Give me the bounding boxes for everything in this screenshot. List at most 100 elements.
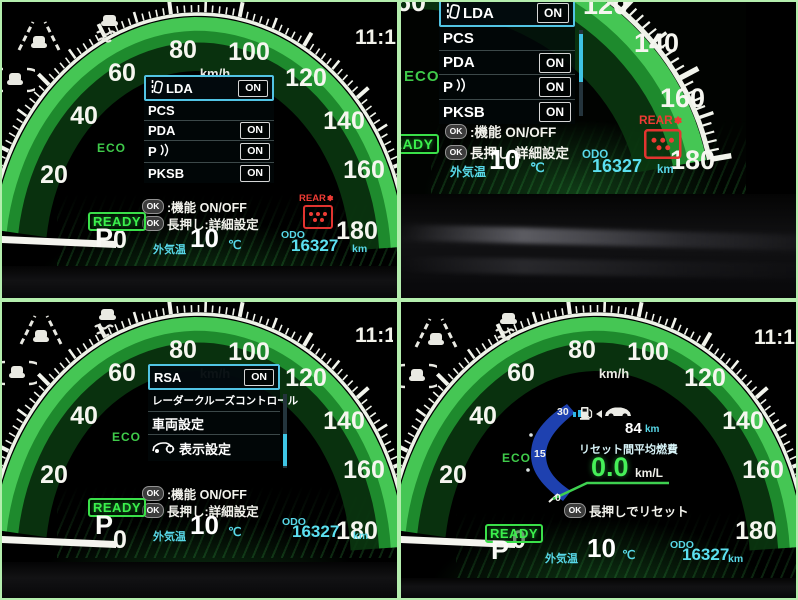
menu-item-rsa[interactable]: RSA ON (148, 364, 280, 390)
on-toggle[interactable]: ON (240, 164, 270, 182)
gauge-tick (12, 125, 20, 131)
menu-item-vehicle-settings[interactable]: 車両設定 (148, 412, 280, 435)
cluster-view-assist-menu: 0 20 40 60 80 100 120 140 160 180 km/h 11:1 ECO LD… (2, 2, 397, 298)
menu-item-pksb[interactable]: PKSB ON (439, 100, 575, 124)
gauge-tick (5, 139, 13, 145)
gauge-tick (82, 42, 88, 50)
speed-scale-label: 160 (742, 456, 784, 484)
gauge-tick (772, 419, 780, 425)
gauge-tick (76, 347, 82, 355)
gauge-tick (768, 412, 776, 418)
on-toggle[interactable]: ON (539, 77, 571, 97)
gauge-tick (707, 139, 717, 144)
gauge-tick (351, 86, 359, 93)
gauge-tick (258, 315, 263, 324)
gauge-tick (12, 425, 20, 431)
menu-item-parking-sensor[interactable]: P ON (144, 141, 274, 163)
on-toggle[interactable]: ON (240, 122, 270, 139)
menu-item-label: PKSB (443, 103, 485, 121)
gauge-tick (278, 324, 283, 332)
speed-scale-label: 100 (627, 338, 669, 366)
gauge-tick (302, 31, 314, 47)
gauge-tick (64, 357, 71, 364)
menu-item-pksb[interactable]: PKSB ON (144, 163, 274, 183)
scrollbar-thumb[interactable] (579, 34, 583, 82)
gauge-tick (695, 104, 706, 111)
menu-item-parking-sensor[interactable]: P ON (439, 75, 575, 100)
on-toggle[interactable]: ON (240, 143, 270, 160)
odo-label: ODO (670, 539, 694, 551)
gauge-tick (53, 367, 60, 375)
avg-fuel-unit: km/L (635, 466, 664, 480)
gauge-tick (620, 2, 634, 12)
menu-item-pcs[interactable]: PCS (439, 27, 575, 51)
gauge-tick (390, 155, 397, 161)
gauge-tick (320, 352, 327, 360)
gauge-tick (361, 398, 368, 405)
display-area: 60 120 140 160 180 ECO LDA ON PCS PDA ON (401, 2, 746, 195)
speed-scale-label: 180 (336, 217, 378, 245)
menu-item-label: LDA (463, 4, 494, 22)
speed-scale-label: 160 (343, 156, 385, 184)
gauge-tick (141, 313, 145, 321)
cluster-view-eco-display: 0 20 40 60 80 100 120 140 160 180 km/h 11:1 ECO 30… (401, 302, 796, 598)
odo-value: 16327 (682, 545, 730, 564)
ready-indicator: READY (88, 212, 147, 231)
scrollbar-thumb[interactable] (283, 434, 287, 466)
gauge-tick (67, 348, 77, 360)
on-toggle[interactable]: ON (537, 3, 569, 23)
menu-item-lda[interactable]: LDA ON (144, 75, 274, 101)
gauge-tick (265, 318, 270, 326)
gauge-tick (641, 21, 651, 29)
menu-scrollbar[interactable] (579, 30, 583, 116)
odo-unit: km (352, 243, 368, 255)
gauge-tick (355, 386, 370, 400)
gauge-tick (786, 448, 794, 453)
hint-longpress: OK 長押し:詳細設定 (142, 214, 259, 233)
eco-needle-line (552, 481, 669, 501)
menu-item-lda[interactable]: LDA ON (439, 2, 575, 27)
menu-item-pcs[interactable]: PCS (144, 101, 274, 121)
hint-function: OK:機能 ON/OFF (142, 197, 247, 216)
gauge-tick (127, 18, 132, 26)
speed-scale-label: 120 (684, 364, 726, 392)
menu-item-pda[interactable]: PDA ON (144, 121, 274, 141)
odo-label: ODO (282, 516, 306, 528)
gauge-tick (132, 311, 139, 323)
range-value: 84 (625, 420, 642, 437)
gauge-tick (16, 118, 23, 124)
gauge-tick (791, 463, 796, 469)
menu-item-radar-cruise[interactable]: レーダークルーズコントロール (148, 390, 298, 412)
speed-scale-label: 0 (113, 226, 127, 254)
menu-scrollbar[interactable] (283, 394, 287, 468)
speed-needle (2, 536, 116, 548)
speed-scale-label: 140 (722, 407, 764, 435)
on-toggle[interactable]: ON (539, 52, 571, 73)
gauge-tick (395, 473, 397, 476)
outside-temp-label: 外気温 (450, 165, 487, 179)
speed-scale-label: 20 (439, 461, 467, 489)
dash-bezel (2, 266, 397, 298)
gauge-tick (2, 464, 4, 467)
menu-item-pda[interactable]: PDA ON (439, 51, 575, 75)
ok-badge: OK (142, 486, 164, 501)
gauge-tick (750, 386, 758, 393)
menu-item-display-settings[interactable]: 表示設定 (148, 435, 280, 461)
on-toggle[interactable]: ON (238, 79, 268, 97)
outside-temp-value: 10 (190, 510, 219, 540)
gauge-tick (309, 43, 315, 51)
hint-function-text: :機能 ON/OFF (470, 125, 557, 140)
on-toggle[interactable]: ON (539, 102, 571, 122)
gauge-tick (167, 2, 173, 15)
gauge-tick (447, 373, 454, 380)
gauge-tick (390, 455, 397, 461)
gauge-tick (38, 385, 45, 392)
gear-indicator: P (95, 223, 114, 253)
speed-scale-label: 120 (285, 364, 327, 392)
menu-item-label: PDA (148, 123, 176, 138)
lda-indicator-icon (413, 314, 459, 355)
gauge-tick (5, 439, 13, 445)
on-toggle[interactable]: ON (244, 368, 274, 386)
gauge-tick (423, 404, 431, 410)
